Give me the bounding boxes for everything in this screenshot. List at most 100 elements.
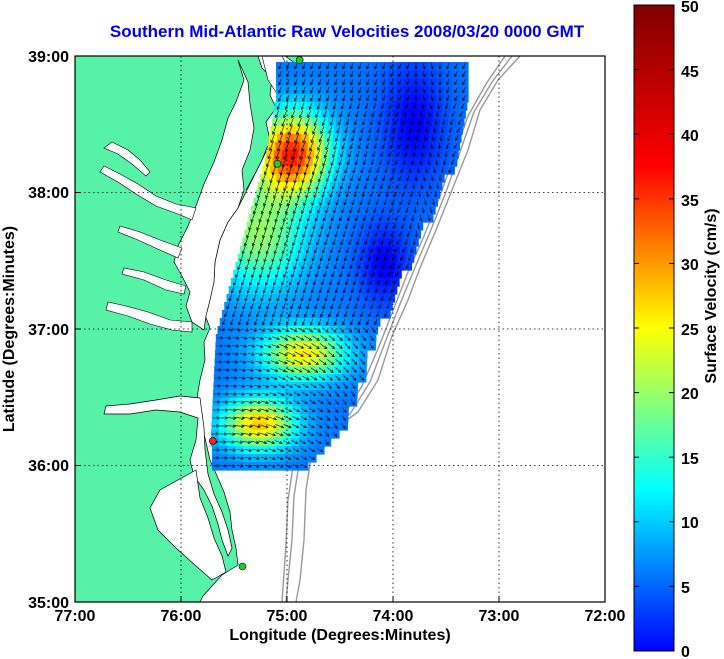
velocity-cell (450, 150, 459, 159)
velocity-cell (368, 158, 378, 167)
velocity-vector (404, 183, 408, 190)
velocity-vector (380, 183, 384, 190)
velocity-vector (446, 79, 450, 86)
velocity-vector (341, 415, 346, 422)
velocity-vector (310, 391, 317, 397)
velocity-vector (233, 278, 237, 286)
velocity-vector (234, 302, 238, 310)
velocity-cell (329, 110, 338, 119)
velocity-vector (408, 167, 412, 174)
velocity-vector (362, 118, 366, 126)
velocity-vector (227, 416, 237, 420)
velocity-vector (286, 62, 290, 70)
velocity-cell (327, 190, 337, 199)
velocity-cell (358, 166, 367, 175)
velocity-cell (300, 78, 309, 87)
velocity-vector (372, 151, 376, 158)
velocity-cell (268, 230, 277, 239)
velocity-vector (262, 384, 270, 388)
velocity-cell (356, 286, 366, 295)
velocity-cell (352, 214, 362, 223)
velocity-cell (309, 134, 318, 143)
lon-tick-labels: 77:00 76:00 75:00 74:00 73:00 72:00 (55, 608, 626, 625)
velocity-vector (283, 440, 291, 445)
velocity-cell (377, 270, 386, 279)
velocity-vector (277, 262, 282, 271)
velocity-cell (399, 118, 409, 127)
velocity-cell (305, 182, 315, 191)
velocity-vector (348, 239, 352, 246)
velocity-vector (321, 118, 326, 126)
velocity-vector (324, 238, 328, 246)
velocity-vector (318, 133, 323, 143)
velocity-vector (278, 78, 282, 86)
velocity-vector (251, 270, 255, 279)
velocity-cell (286, 310, 295, 319)
velocity-vector (446, 71, 450, 78)
velocity-cell (269, 198, 278, 207)
velocity-vector (340, 182, 344, 190)
velocity-cell (219, 318, 229, 327)
velocity-vector (367, 199, 371, 206)
velocity-vector (240, 336, 248, 340)
velocity-cell (259, 262, 268, 271)
velocity-cell (352, 302, 361, 311)
velocity-cell (359, 190, 369, 199)
velocity-cell (346, 150, 355, 159)
velocity-vector (415, 135, 419, 142)
velocity-cell (338, 102, 348, 111)
velocity-vector (300, 238, 304, 246)
velocity-vector (432, 127, 437, 134)
velocity-cell (405, 134, 414, 143)
velocity-cell (280, 158, 290, 167)
velocity-cell (457, 110, 466, 119)
velocity-vector (262, 376, 270, 380)
velocity-cell (453, 134, 462, 143)
velocity-cell (350, 222, 360, 231)
velocity-cell (379, 206, 388, 215)
velocity-vector (380, 295, 384, 302)
velocity-vector (278, 376, 286, 380)
velocity-vector (435, 111, 439, 118)
colorbar-label: Surface Velocity (cm/s) (703, 208, 720, 383)
velocity-cell (370, 238, 379, 247)
velocity-vector (414, 87, 418, 94)
velocity-vector (221, 392, 229, 396)
velocity-vector (311, 254, 316, 262)
velocity-cell (275, 142, 285, 151)
velocity-cell (377, 110, 386, 119)
velocity-cell (327, 278, 336, 287)
radar-station-4 (238, 562, 247, 571)
velocity-cell (266, 294, 276, 303)
velocity-cell (372, 78, 381, 87)
velocity-vector (377, 191, 381, 198)
velocity-vector (381, 103, 385, 110)
velocity-cell (377, 182, 387, 191)
velocity-vector (386, 159, 391, 166)
velocity-cell (306, 150, 315, 159)
velocity-cell (262, 310, 271, 319)
velocity-cell (406, 166, 415, 175)
velocity-vector (319, 198, 323, 206)
velocity-vector (310, 375, 318, 381)
velocity-cell (308, 70, 317, 79)
velocity-cell (263, 246, 273, 255)
velocity-cell (336, 302, 345, 311)
velocity-vector (266, 328, 274, 332)
velocity-cell (396, 78, 405, 87)
velocity-vector (305, 117, 310, 127)
velocity-vector (309, 456, 316, 461)
velocity-cell (357, 198, 366, 207)
velocity-cell (450, 102, 460, 111)
velocity-vector (317, 262, 321, 270)
velocity-vector (294, 375, 302, 381)
velocity-cell (369, 270, 378, 279)
velocity-vector (293, 456, 300, 460)
velocity-vector (263, 197, 268, 207)
velocity-cell (303, 278, 312, 287)
velocity-vector (351, 375, 357, 381)
velocity-vector (224, 336, 232, 340)
velocity-vector (295, 125, 301, 136)
velocity-vector (350, 174, 354, 182)
velocity-cell (301, 198, 310, 207)
